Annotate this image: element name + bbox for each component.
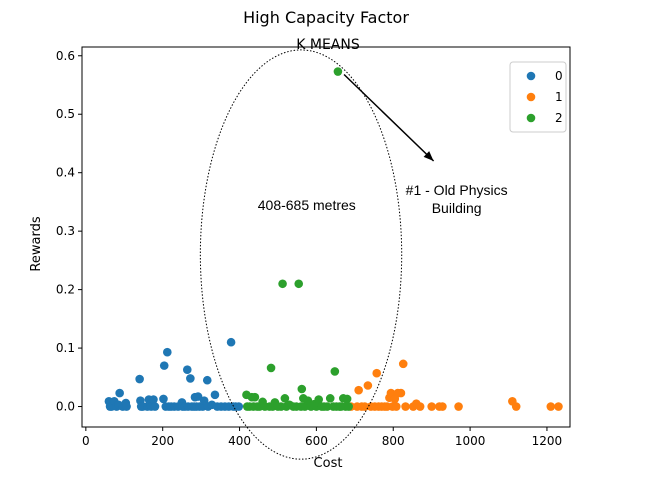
data-point (182, 365, 192, 375)
x-axis-label: Cost (314, 456, 343, 471)
data-point (344, 402, 353, 411)
data-point (122, 402, 131, 411)
data-point (396, 388, 406, 398)
data-point (234, 402, 244, 411)
plot-frame (81, 46, 571, 428)
data-point (266, 363, 276, 373)
data-point (163, 347, 172, 357)
data-point (159, 361, 169, 370)
data-point (115, 388, 124, 398)
legend-marker (526, 92, 536, 102)
data-point (438, 402, 447, 411)
data-point (210, 390, 220, 400)
series-2 (242, 67, 353, 411)
data-point (427, 402, 436, 411)
y-tick-label: 0.0 (56, 400, 75, 414)
data-point (186, 374, 195, 383)
data-point (546, 402, 556, 411)
range-annotation: 408-685 metres (258, 197, 356, 213)
data-point (202, 375, 212, 385)
data-point (392, 402, 401, 411)
data-point (454, 402, 463, 411)
data-point (342, 394, 352, 404)
y-tick-label: 0.3 (56, 224, 75, 238)
legend-label: 1 (555, 90, 563, 104)
y-tick-label: 0.5 (56, 107, 75, 121)
y-tick-label: 0.4 (56, 166, 75, 180)
legend-marker (526, 71, 536, 81)
x-tick-label: 400 (228, 434, 251, 448)
data-point (333, 67, 343, 76)
x-tick-label: 0 (82, 434, 90, 448)
y-tick-label: 0.1 (56, 341, 75, 355)
legend-label: 0 (555, 69, 563, 83)
data-point (511, 402, 521, 411)
x-tick-label: 600 (305, 434, 328, 448)
data-point (314, 395, 323, 404)
legend: 0 1 2 (509, 61, 567, 133)
data-point (401, 402, 410, 411)
data-point (150, 402, 160, 411)
data-point (554, 402, 563, 411)
data-point (398, 359, 408, 369)
y-tick-label: 0.6 (56, 49, 75, 63)
data-point (278, 279, 287, 289)
pointer-annotation-line-2: Building (432, 200, 482, 216)
x-tick-label: 1000 (455, 434, 486, 448)
legend-marker (526, 113, 536, 123)
data-point (330, 367, 340, 376)
data-point (325, 394, 335, 403)
data-point (322, 402, 332, 411)
y-axis-label: Rewards (29, 216, 44, 271)
data-point (135, 374, 144, 384)
pointer-arrow-head (423, 151, 434, 161)
data-point (297, 384, 307, 394)
data-point (280, 394, 290, 403)
data-point (363, 381, 373, 390)
y-tick-label: 0.2 (56, 283, 75, 297)
data-point (294, 279, 304, 289)
legend-label: 2 (555, 111, 563, 125)
data-point (193, 392, 203, 401)
x-tick-label: 800 (382, 434, 405, 448)
x-tick-label: 200 (151, 434, 174, 448)
pointer-annotation-line-1: #1 - Old Physics (406, 182, 508, 198)
series-0 (104, 337, 244, 411)
range-ellipse (199, 49, 403, 460)
data-point (250, 392, 260, 402)
data-point (149, 395, 158, 404)
data-point (415, 402, 425, 411)
data-point (159, 394, 168, 404)
chart-title: K MEANS (296, 37, 360, 53)
series-1 (346, 359, 563, 411)
data-point (226, 337, 236, 347)
chart-suptitle: High Capacity Factor (243, 8, 409, 27)
legend-box (509, 61, 567, 133)
pointer-arrow-shaft (343, 73, 435, 162)
x-tick-label: 1200 (532, 434, 563, 448)
data-point (372, 368, 382, 378)
data-point (354, 385, 363, 395)
